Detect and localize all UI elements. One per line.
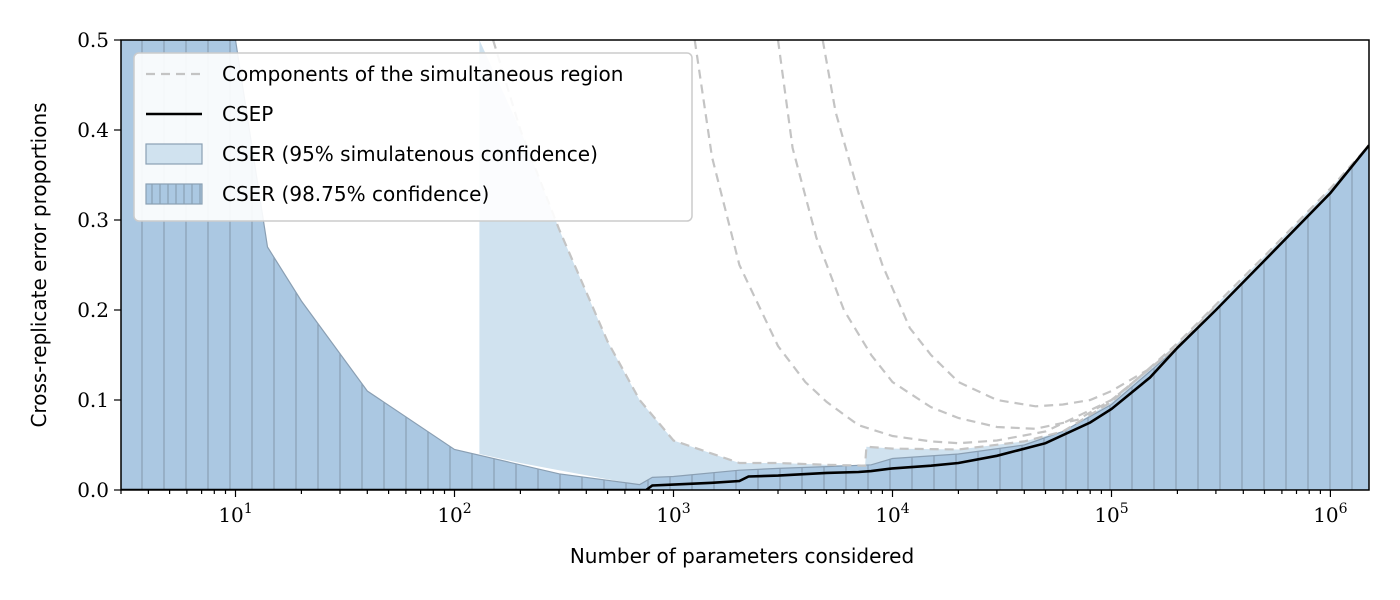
y-tick-label: 0.3: [77, 208, 109, 232]
x-tick-label: 101: [218, 501, 252, 527]
x-axis-title: Number of parameters considered: [570, 544, 914, 568]
component-curve-1: [492, 40, 1369, 467]
legend-label: CSER (98.75% confidence): [222, 182, 489, 206]
component-curve-2: [693, 40, 1217, 445]
y-tick-label: 0.2: [77, 298, 109, 322]
legend-swatch-cser-9875: [145, 183, 203, 205]
legend: Components of the simultaneous region CSE…: [133, 52, 693, 222]
y-axis-title: Cross-replicate error proportions: [27, 102, 51, 427]
x-tick-label: 104: [875, 501, 909, 527]
component-curve-3: [776, 40, 1179, 430]
cser-95-band: [479, 40, 1369, 485]
legend-label: Components of the simultaneous region: [222, 62, 623, 86]
series-layer: [121, 40, 1369, 490]
legend-swatch-cser-95: [145, 143, 203, 165]
csep-line: [121, 144, 1369, 490]
legend-label: CSER (95% simulatenous confidence): [222, 142, 598, 166]
x-tick-label: 103: [656, 501, 690, 527]
y-tick-label: 0.5: [77, 28, 109, 52]
cser-9875-band: [121, 40, 1369, 490]
y-tick-label: 0.0: [77, 478, 109, 502]
component-curve-4: [821, 40, 1179, 408]
y-tick-label: 0.1: [77, 388, 109, 412]
x-axis: 101 102 103 104 105 106: [120, 490, 1348, 527]
axes-layer: 101 102 103 104 105 106 0.0 0.1 0.2 0.3 0.4 0.5: [77, 28, 1347, 527]
y-tick-label: 0.4: [77, 118, 109, 142]
x-tick-label: 102: [437, 501, 471, 527]
legend-box: [133, 52, 693, 222]
x-tick-label: 105: [1094, 501, 1128, 527]
y-axis: 0.0 0.1 0.2 0.3 0.4 0.5: [77, 28, 121, 502]
x-tick-label: 106: [1313, 501, 1347, 527]
plot-frame: [120, 39, 1370, 491]
legend-label: CSEP: [222, 102, 273, 126]
